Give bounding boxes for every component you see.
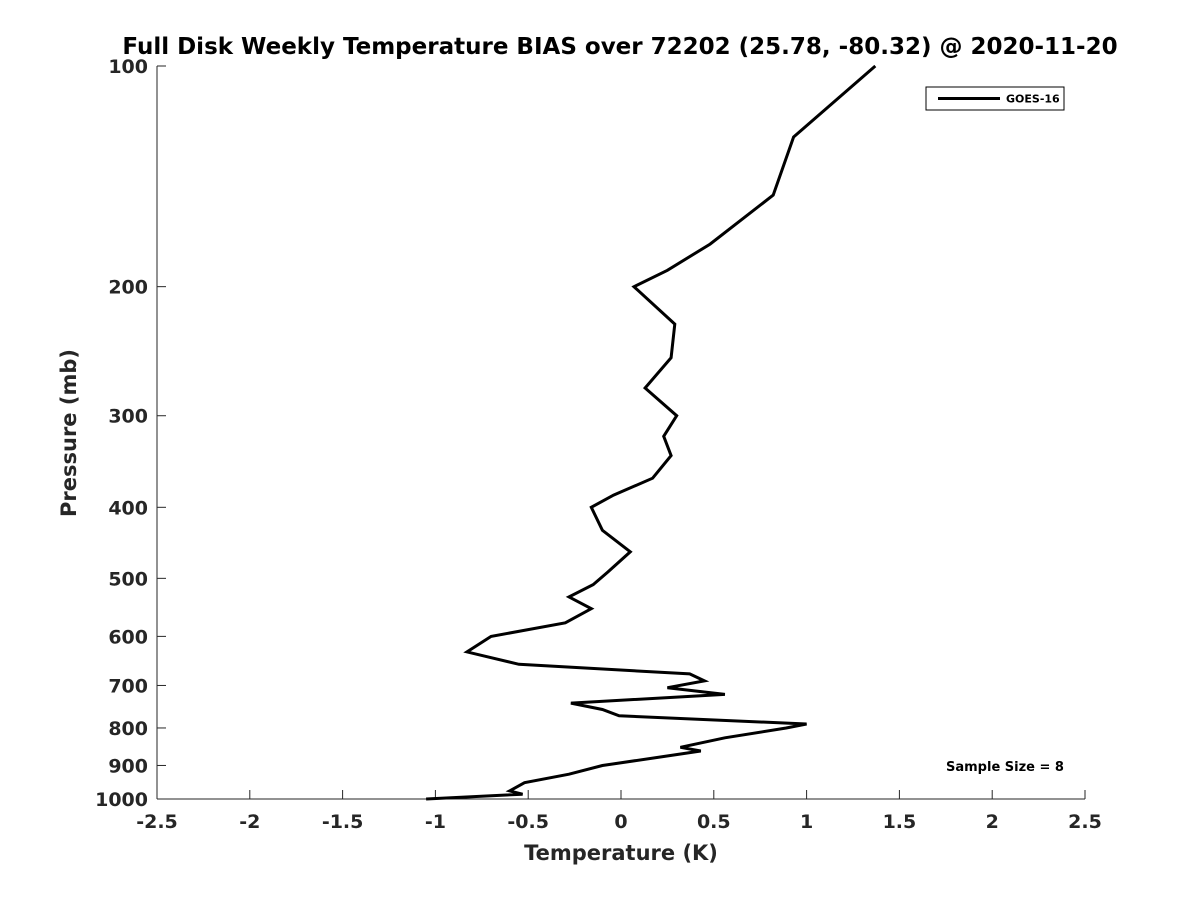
x-tick-label: -2 (239, 811, 260, 833)
y-tick-label: 600 (108, 626, 148, 648)
x-axis-label: Temperature (K) (524, 841, 718, 865)
y-tick-label: 1000 (95, 789, 148, 811)
sample-size-annotation: Sample Size = 8 (946, 760, 1064, 775)
x-tick-label: 1.5 (883, 811, 917, 833)
chart-title: Full Disk Weekly Temperature BIAS over 7… (122, 34, 1117, 60)
x-tick-label: 0 (614, 811, 627, 833)
y-tick-label: 100 (108, 56, 148, 78)
x-tick-label: -1.5 (322, 811, 364, 833)
y-tick-label: 500 (108, 568, 148, 590)
legend-entry-label: GOES-16 (1006, 93, 1060, 106)
series-line-goes-16 (426, 64, 877, 801)
legend: GOES-16 (925, 86, 1065, 111)
plot-area (156, 66, 1085, 800)
y-tick-label: 400 (108, 497, 148, 519)
x-tick-label: 2 (986, 811, 999, 833)
x-tick-label: -2.5 (136, 811, 178, 833)
y-axis-label: Pressure (mb) (57, 349, 81, 517)
x-axis-ticks: -2.5 -2 -1.5 -1 -0.5 0 0.5 1 1.5 2 2.5 (136, 790, 1102, 833)
y-tick-label: 200 (108, 277, 148, 299)
y-tick-label: 700 (108, 675, 148, 697)
x-tick-label: 2.5 (1068, 811, 1102, 833)
y-tick-label: 900 (108, 755, 148, 777)
y-tick-label: 300 (108, 406, 148, 428)
x-tick-label: 1 (800, 811, 813, 833)
x-tick-label: -1 (425, 811, 446, 833)
x-tick-label: 0.5 (697, 811, 731, 833)
x-tick-label: -0.5 (507, 811, 549, 833)
series-layer (426, 64, 877, 801)
y-tick-label: 800 (108, 718, 148, 740)
y-axis-ticks: 100 200 300 400 500 600 700 800 900 1000 (95, 56, 166, 811)
